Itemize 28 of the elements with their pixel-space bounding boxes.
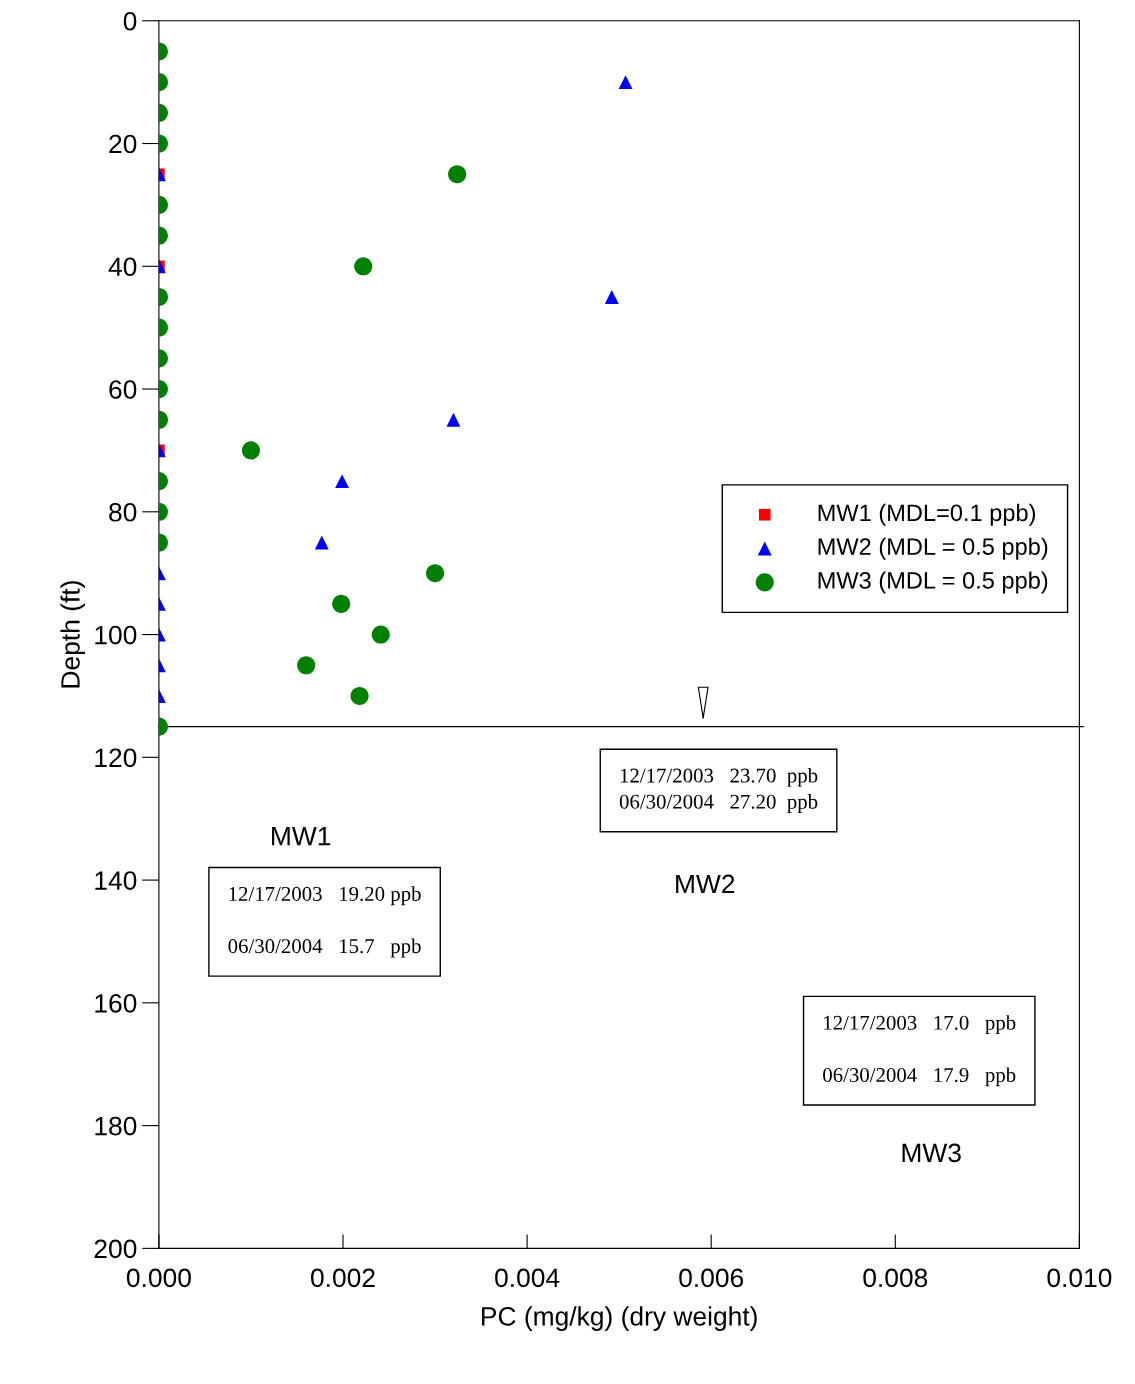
y-tick-label: 140	[95, 871, 137, 890]
legend-label: MW2 (MDL = 0.5 ppb)	[818, 537, 1048, 560]
y-tick-label: 120	[95, 748, 137, 768]
annotation: MW1	[272, 827, 331, 846]
x-tick-label: 0.010	[1047, 1268, 1112, 1288]
y-tick-label: 20	[109, 134, 137, 154]
annotation: MW2	[676, 874, 735, 894]
y-tick-label: 40	[108, 257, 137, 277]
y-tick-label: 80	[109, 502, 137, 522]
annotation: 12/17/2003 23.70 ppb 06/30/2004 27.20 ppb	[619, 767, 818, 813]
y-axis-title: Depth (ft)	[60, 581, 86, 688]
x-axis-title: PC (mg/kg) (dry weight)	[482, 1306, 757, 1331]
y-tick-label: 60	[109, 380, 137, 399]
x-tick-label: 0.000	[126, 1268, 191, 1288]
y-tick-label: 100	[95, 625, 137, 645]
y-tick-label: 0	[123, 11, 137, 31]
y-tick-label: 200	[94, 1239, 137, 1259]
x-tick-label: 0.002	[311, 1268, 375, 1288]
text: 12/17/2003 19.20 ppb 06/30/2004 15.7 ppb	[228, 886, 421, 958]
x-tick-label: 0.004	[495, 1268, 560, 1288]
legend-label: MW1 (MDL=0.1 ppb)	[818, 503, 1035, 526]
legend-label: MW3 (MDL = 0.5 ppb)	[818, 571, 1048, 594]
y-tick-label: 160	[95, 993, 137, 1013]
x-tick-label: 0.006	[679, 1268, 744, 1288]
annotation: MW3	[902, 1143, 961, 1163]
text: 12/17/2003 17.0 ppb 06/30/2004 17.9 ppb	[823, 1015, 1016, 1087]
x-tick-label: 0.008	[863, 1268, 928, 1288]
y-tick-label: 180	[95, 1116, 137, 1136]
